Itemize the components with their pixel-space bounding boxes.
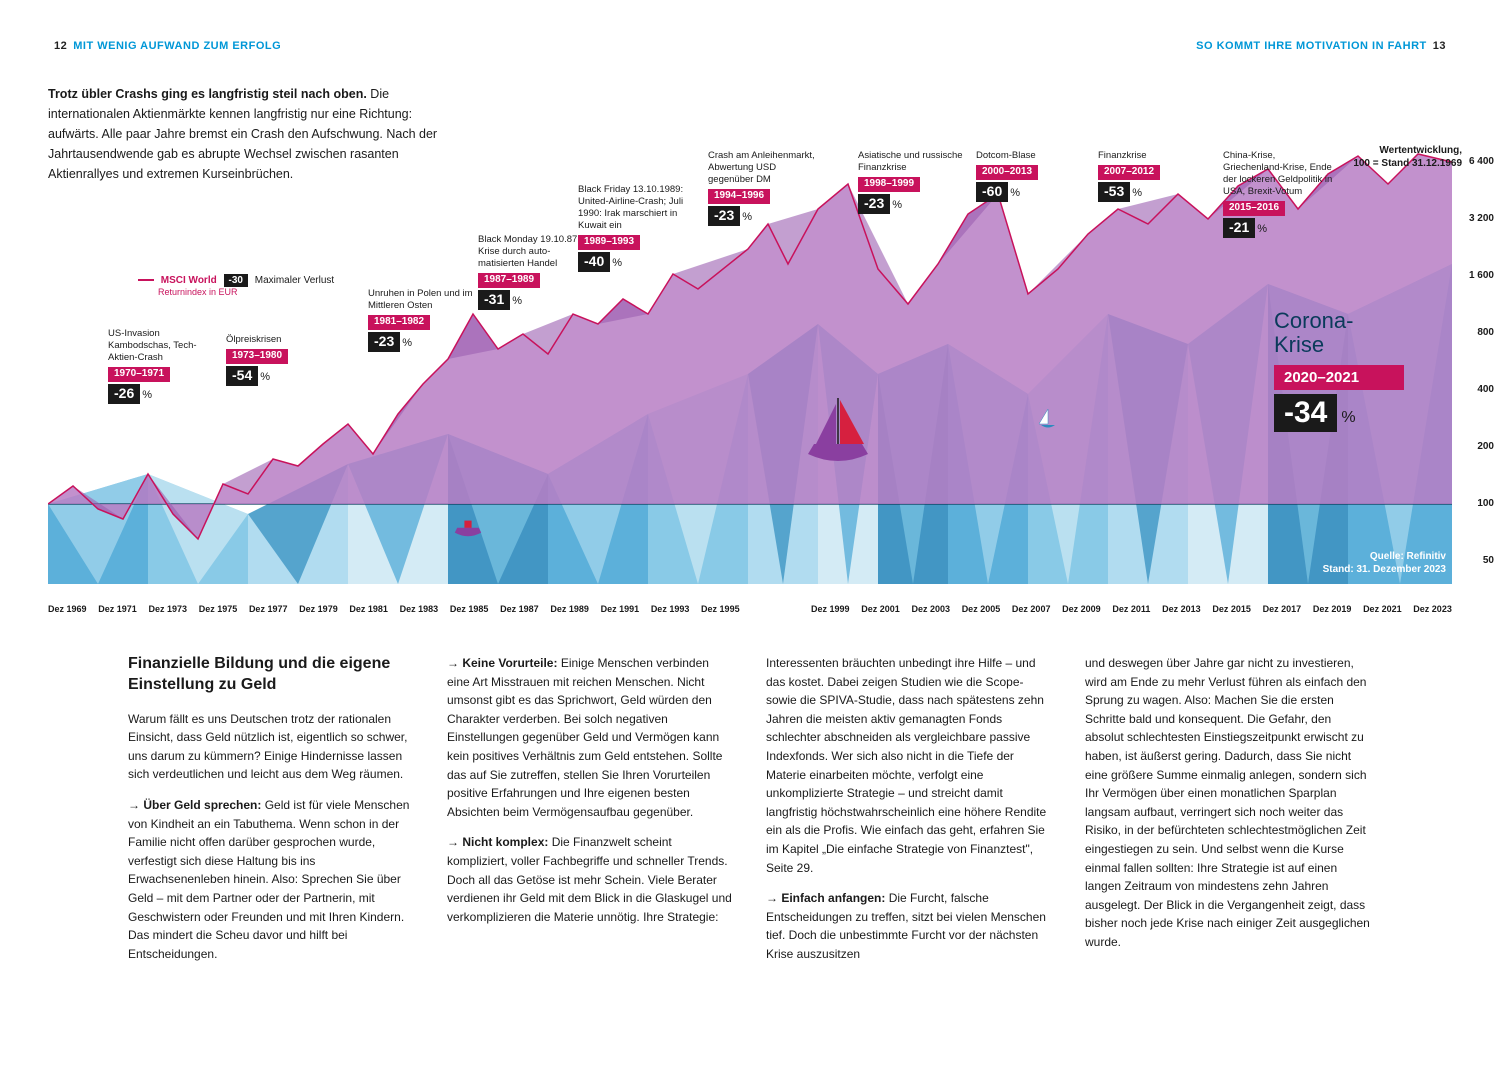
x-tick: Dez 1969: [48, 604, 87, 614]
crisis-event: US-Invasion Kambodschas, Tech-Aktien-Cra…: [108, 328, 218, 404]
x-tick: Dez 2017: [1263, 604, 1302, 614]
msci-chart: MSCI World -30 Maximaler Verlust Returni…: [48, 114, 1452, 614]
corona-period: 2020–2021: [1274, 365, 1404, 390]
x-tick: Dez 2005: [962, 604, 1001, 614]
x-tick: Dez 1985: [450, 604, 489, 614]
col1-b: Über Geld sprechen:: [143, 798, 261, 812]
x-tick: Dez 1991: [601, 604, 640, 614]
x-tick: Dez 1975: [199, 604, 238, 614]
x-tick: Dez 1983: [400, 604, 439, 614]
col-3: Interessenten bräuchten unbedingt ihre H…: [766, 654, 1053, 976]
x-tick: Dez 2003: [911, 604, 950, 614]
col-1: Finanzielle Bildung und die eigene Einst…: [128, 654, 415, 976]
x-tick: Dez 1995: [701, 604, 740, 614]
x-tick: Dez 2015: [1212, 604, 1251, 614]
col1-p: Geld ist für viele Menschen von Kindheit…: [128, 798, 409, 961]
x-tick: Dez 2021: [1363, 604, 1402, 614]
y-tick: 800: [1456, 327, 1494, 338]
x-tick: Dez 1977: [249, 604, 288, 614]
corona-loss: -34: [1274, 394, 1337, 432]
x-tick: Dez 2007: [1012, 604, 1051, 614]
x-tick: Dez 2023: [1413, 604, 1452, 614]
article-columns: Finanzielle Bildung und die eigene Einst…: [48, 654, 1452, 976]
x-tick: Dez 1981: [349, 604, 388, 614]
y-tick: 3 200: [1456, 213, 1494, 224]
y-tick: 50: [1456, 555, 1494, 566]
header-left-text: MIT WENIG AUFWAND ZUM ERFOLG: [73, 40, 281, 52]
col4: und deswegen über Jahre gar nicht zu in­…: [1085, 654, 1372, 952]
crisis-event: Black Monday 19.10.87: Krise durch auto­…: [478, 234, 588, 310]
crisis-event: Unruhen in Polen und im Mittleren Osten1…: [368, 288, 478, 352]
page-number-right: 13: [1433, 40, 1446, 52]
legend-sub: Returnindex in EUR: [158, 287, 334, 297]
x-tick: Dez 1989: [550, 604, 589, 614]
chart-intro: Trotz übler Crashs ging es langfristig s…: [48, 84, 448, 184]
legend-loss-label: Maximaler Verlust: [255, 275, 334, 286]
y-tick: 200: [1456, 441, 1494, 452]
col1-intro: Warum fällt es uns Deutschen trotz der r…: [128, 710, 415, 784]
x-tick: Dez 2001: [861, 604, 900, 614]
crisis-event: Finanzkrise2007–2012-53%: [1098, 150, 1208, 202]
crisis-event: Ölpreiskrisen1973–1980-54%: [226, 334, 336, 386]
col-4: und deswegen über Jahre gar nicht zu in­…: [1085, 654, 1372, 976]
col3-b: Einfach anfangen:: [781, 891, 885, 905]
col-2: → Keine Vorurteile: Einige Menschen ver­…: [447, 654, 734, 976]
page-spread: 12 MIT WENIG AUFWAND ZUM ERFOLG SO KOMMT …: [0, 0, 1500, 1016]
crisis-event: Black Friday 13.10.1989: United-Airline-…: [578, 184, 688, 272]
crisis-event: Asiatische und russische Finanzkrise1998…: [858, 150, 968, 214]
corona-callout: Corona- Krise 2020–2021 -34%: [1274, 309, 1404, 432]
page-number-left: 12: [54, 40, 67, 52]
x-tick: Dez 1987: [500, 604, 539, 614]
crisis-event: Crash am An­leihenmarkt, Abwertung USD g…: [708, 150, 818, 226]
intro-bold: Trotz übler Crashs ging es langfristig s…: [48, 87, 367, 101]
legend-line-icon: [138, 279, 154, 281]
col2-b1: Keine Vorurteile:: [462, 656, 557, 670]
y-tick: 400: [1456, 384, 1494, 395]
corona-title: Corona- Krise: [1274, 309, 1404, 357]
x-tick: Dez 2009: [1062, 604, 1101, 614]
header-right-text: SO KOMMT IHRE MOTIVATION IN FAHRT: [1196, 40, 1427, 52]
legend-name: MSCI World: [161, 275, 217, 286]
x-tick: Dez 1971: [98, 604, 137, 614]
y-tick: 1 600: [1456, 270, 1494, 281]
intro-body: Die internationalen Aktienmärkte kennen …: [48, 87, 437, 181]
x-tick: Dez 2019: [1313, 604, 1352, 614]
running-header: 12 MIT WENIG AUFWAND ZUM ERFOLG SO KOMMT …: [48, 40, 1452, 52]
y-tick: 100: [1456, 498, 1494, 509]
x-tick: Dez 2011: [1112, 604, 1150, 614]
chart-legend: MSCI World -30 Maximaler Verlust Returni…: [138, 274, 334, 297]
chart-source: Quelle: Refinitiv Stand: 31. Dezember 20…: [1323, 550, 1446, 576]
x-axis: Dez 1969 Dez 1971 Dez 1973 Dez 1975 Dez 1977…: [48, 604, 1452, 614]
x-tick: Dez 1979: [299, 604, 338, 614]
legend-loss-box: -30: [224, 274, 248, 287]
col3-p1: Interessenten bräuchten unbedingt ihre H…: [766, 654, 1053, 877]
y-axis-title: Wertentwicklung, 100 = Stand 31.12.1969: [1353, 144, 1462, 170]
x-tick: Dez 2013: [1162, 604, 1201, 614]
crisis-event: China-Krise, Griechenland-Krise, Ende de…: [1223, 150, 1333, 238]
x-tick: Dez 1993: [651, 604, 690, 614]
col2-p1: Einige Menschen ver­binden eine Art Miss…: [447, 656, 722, 819]
x-tick: Dez 1973: [148, 604, 187, 614]
x-tick: Dez 1999: [811, 604, 850, 614]
crisis-event: Dotcom-Blase2000–2013-60%: [976, 150, 1086, 202]
col2-b2: Nicht komplex:: [462, 835, 548, 849]
article-heading: Finanzielle Bildung und die eigene Einst…: [128, 654, 415, 696]
